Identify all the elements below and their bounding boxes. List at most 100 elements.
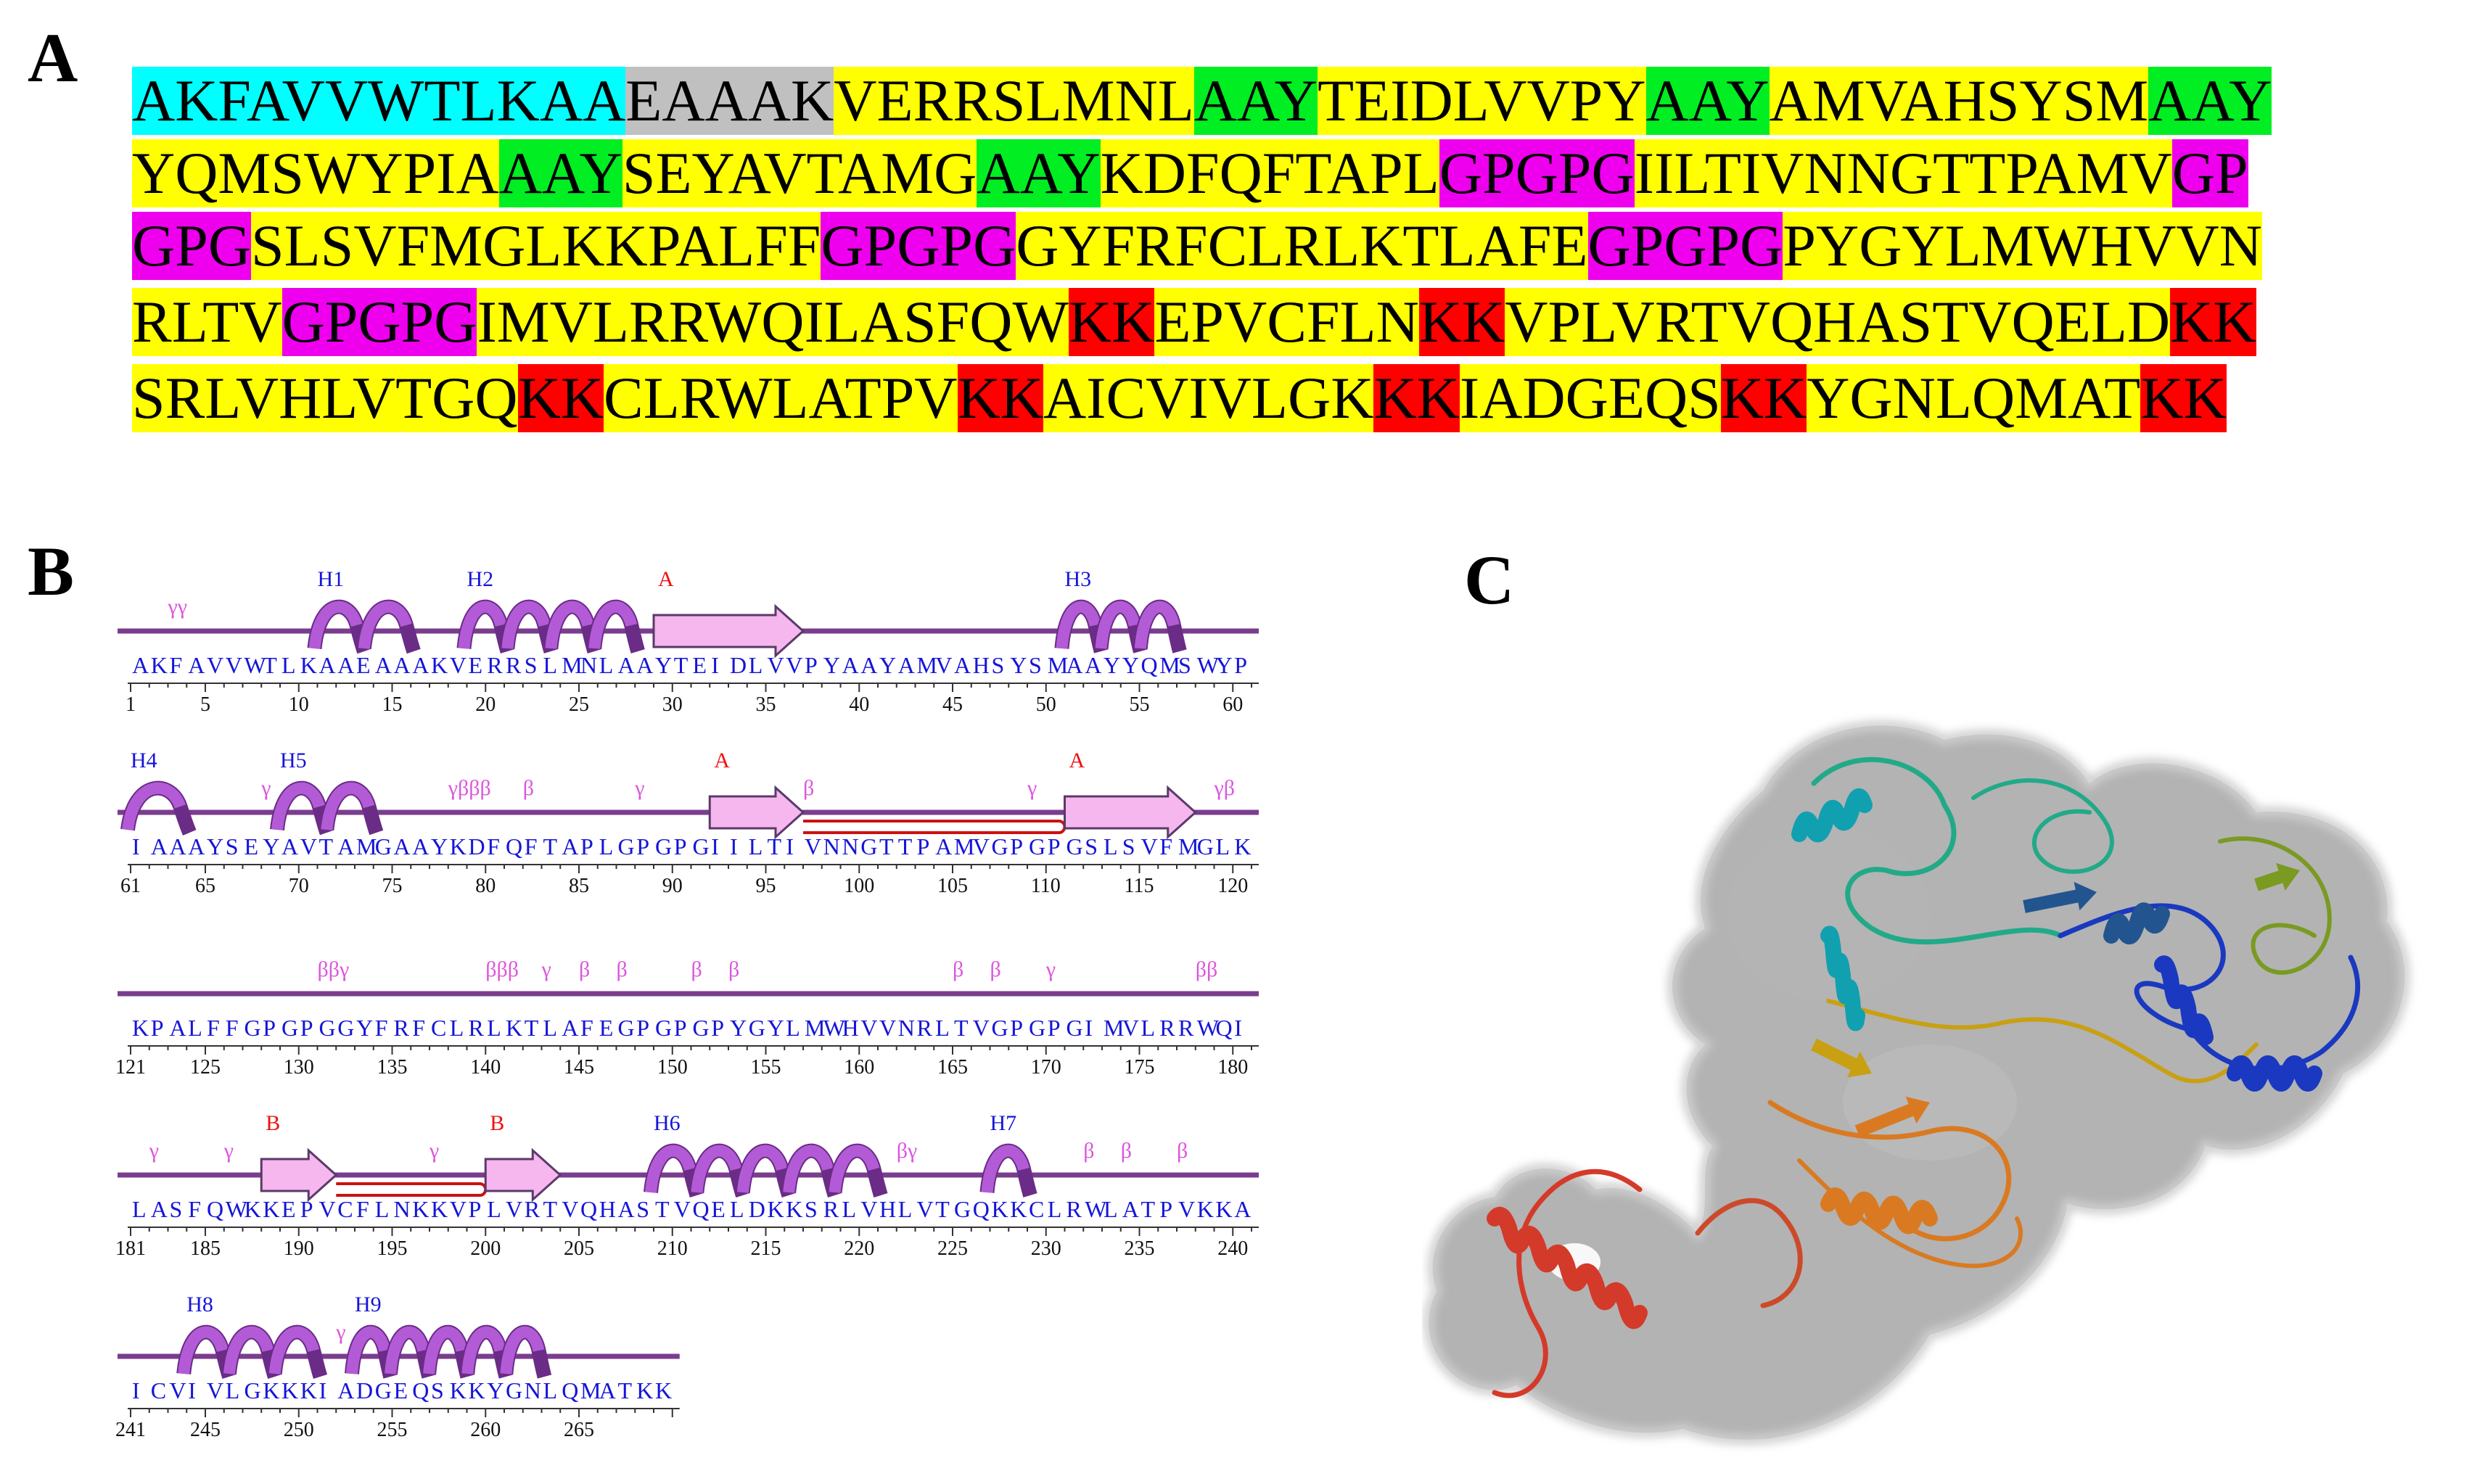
ruler-number: 185 (190, 1237, 221, 1260)
helix-label: H8 (186, 1293, 213, 1316)
residue-letter: E (711, 1196, 726, 1222)
residue-letter: F (375, 1015, 388, 1041)
segment-green: AAY (977, 139, 1101, 207)
residue-letter: I (711, 652, 719, 678)
panel-label-b: B (28, 532, 75, 610)
residue-letter: V (973, 1015, 990, 1041)
residue-letter: G (1197, 833, 1214, 860)
residue-letter: E (281, 1196, 296, 1222)
alpha-helix-ribbon (2103, 902, 2170, 945)
residue-letter: K (412, 1196, 429, 1222)
residue-letter: A (1234, 1196, 1251, 1222)
ruler-number: 155 (751, 1056, 781, 1079)
residue-letter: T (263, 652, 277, 678)
structure-row-2: A AH4 H5γ γβββ β γ β γ γβI A A A Y S E Y A V T A MG A A Y K D F Q F T… (118, 749, 1259, 897)
loop-ribbon (1811, 757, 2063, 945)
residue-letter: G (1029, 1015, 1045, 1041)
residue-letter: F (207, 1015, 220, 1041)
secondary-structure-diagram: A H1 H2 H3 γγ A K F A V V W T L K A A E A A A K V E R R S L M N L A A Y T E… (102, 508, 1335, 1480)
residue-letter: G (244, 1015, 261, 1041)
residue-letter: Y (1122, 652, 1139, 678)
hairpin-connector (336, 1182, 488, 1197)
ruler-number: 95 (756, 875, 776, 897)
ruler-number: 135 (377, 1056, 408, 1079)
residue-letter: L (1104, 833, 1118, 860)
helix-turn-front (783, 1145, 834, 1193)
residue-letter: T (879, 833, 894, 860)
residue-letter: A (636, 652, 653, 678)
helix-turn-front (545, 601, 594, 649)
residue-letter: M (805, 1015, 825, 1041)
segment-green: AAY (1193, 67, 1318, 135)
residue-letter: A (394, 833, 411, 860)
residue-letter: V (207, 1377, 223, 1403)
residue-letter: P (674, 1015, 687, 1041)
residue-letter: T (525, 1015, 539, 1041)
turn-symbol: β (953, 957, 963, 981)
beta-strand-arrow (1810, 1038, 1872, 1078)
segment-green: AAY (498, 139, 622, 207)
ruler-number: 125 (190, 1056, 221, 1079)
residue-letter: A (860, 652, 877, 678)
ruler-number: 235 (1125, 1237, 1155, 1260)
residue-letter: E (394, 1377, 408, 1403)
loop-ribbon (1695, 1197, 1803, 1308)
residue-letter: Q (412, 1377, 429, 1403)
residue-letter: G (281, 1015, 298, 1041)
ruler-number: 25 (569, 693, 589, 716)
residue-letter: R (469, 1015, 485, 1041)
residue-letter: G (337, 1015, 354, 1041)
residue-letter: L (450, 1015, 464, 1041)
turn-symbol: γ (149, 1139, 159, 1163)
residue-letter: L (730, 1196, 744, 1222)
residue-letter: V (768, 652, 784, 678)
residue-letter: T (543, 833, 558, 860)
ruler-number: 250 (284, 1419, 314, 1441)
residue-letter: V (226, 652, 242, 678)
residue-letter: K (506, 1015, 522, 1041)
residue-letter: L (1104, 1196, 1118, 1222)
segment-yellow: GYFRFCLRLKTLAFE (1016, 212, 1588, 280)
segment-yellow: IILTIVNNGTTPAMV (1634, 139, 2172, 207)
turn-symbol: ββ (1196, 957, 1218, 981)
residue-letter: A (188, 652, 205, 678)
residue-letter: N (842, 833, 859, 860)
residue-letter: V (805, 833, 821, 860)
helix-turn-front (736, 1145, 788, 1193)
turn-symbol: γβ (1214, 776, 1236, 800)
residue-letter: P (674, 833, 687, 860)
ruler-number: 35 (756, 693, 776, 716)
residue-letter: W (1197, 1015, 1220, 1041)
residue-letter: V (562, 1196, 578, 1222)
turn-symbol: β (1177, 1139, 1188, 1163)
turn-symbol: γ (1045, 957, 1056, 981)
turn-symbol: γβββ (448, 776, 491, 800)
residue-letter: R (506, 652, 522, 678)
helix-turn-front (268, 1326, 319, 1374)
residue-letter: L (543, 1015, 558, 1041)
residue-letter: Q (207, 1196, 223, 1222)
residue-letter: P (805, 652, 818, 678)
ruler-number: 5 (200, 693, 210, 716)
ruler-number: 40 (849, 693, 869, 716)
residue-letter: A (562, 1015, 578, 1041)
residue-letter: T (674, 652, 689, 678)
residue-letter: A (412, 652, 429, 678)
segment-magenta: GPGPG (281, 288, 477, 356)
helix-turn-front (645, 1145, 696, 1193)
ruler-number: 260 (470, 1419, 501, 1441)
residue-letter: K (1197, 1196, 1214, 1222)
beta-strand-arrow (2023, 881, 2097, 913)
residue-letter: M (562, 652, 582, 678)
loop-ribbon (1767, 1100, 2012, 1242)
residue-letter: M (1159, 652, 1180, 678)
residue-letter: T (319, 833, 334, 860)
ruler-number: 85 (569, 875, 589, 897)
residue-letter: L (599, 833, 614, 860)
segment-red: KK (2140, 364, 2227, 432)
turn-symbol: βγ (897, 1139, 918, 1163)
residue-letter: T (543, 1196, 558, 1222)
ruler-number: 15 (382, 693, 403, 716)
residue-letter: V (1141, 833, 1158, 860)
residue-letter: W (1197, 652, 1220, 678)
